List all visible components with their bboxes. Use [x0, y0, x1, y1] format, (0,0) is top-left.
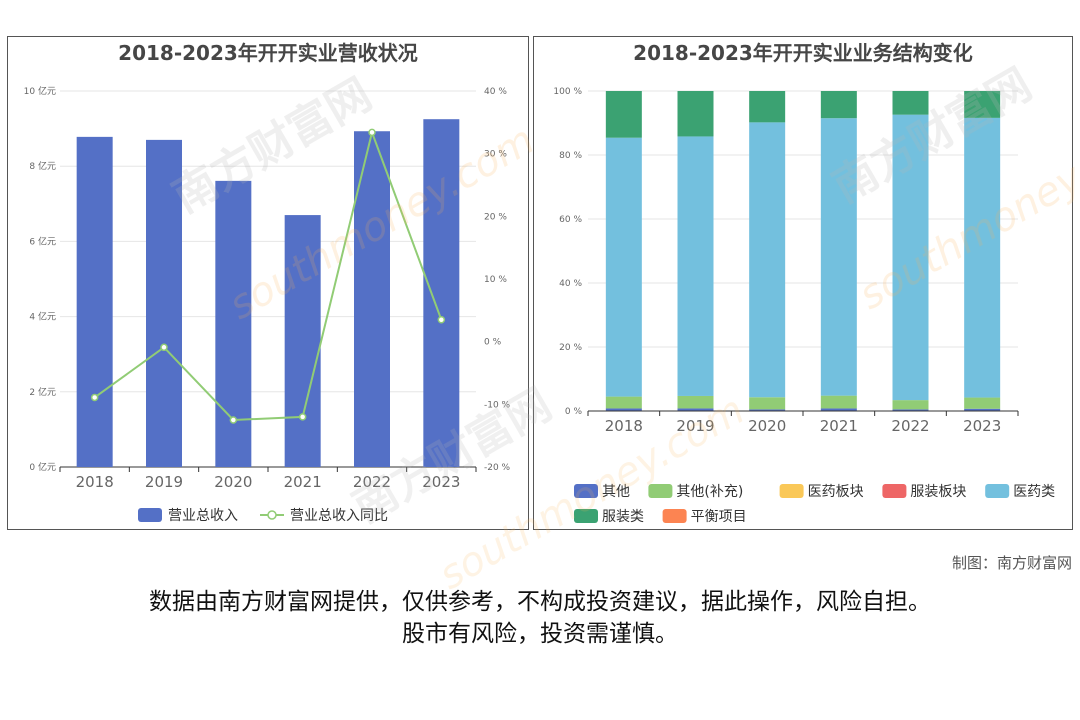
x-tick-label: 2022: [353, 473, 391, 491]
y-right-tick-label: 10 %: [484, 275, 507, 285]
legend-swatch: [985, 484, 1010, 498]
yoy-point: [437, 315, 446, 324]
x-tick-label: 2021: [820, 417, 858, 435]
y-left-tick-label: 8 亿元: [29, 160, 56, 172]
structure-bar-segment: [749, 397, 786, 410]
y-left-tick-label: 6 亿元: [29, 235, 56, 247]
structure-bar-segment: [820, 395, 857, 409]
yoy-point: [160, 343, 168, 352]
legend-label: 服装板块: [910, 484, 966, 500]
y-left-tick-label: 0 亿元: [29, 461, 56, 473]
y-right-tick-label: 20 %: [484, 212, 507, 222]
legend-label: 服装类: [602, 509, 644, 525]
x-tick-label: 2019: [676, 417, 714, 435]
x-tick-label: 2021: [284, 473, 322, 491]
legend-swatch: [574, 509, 598, 523]
chart-credit: 制图：南方财富网: [951, 554, 1072, 572]
structure-bar-segment: [749, 122, 786, 398]
y-tick-label: 80 %: [559, 151, 582, 161]
x-tick-label: 2020: [748, 417, 786, 435]
yoy-point: [229, 416, 238, 424]
yoy-line: [94, 128, 443, 422]
revenue-bar: [423, 119, 460, 467]
y-left-tick-label: 4 亿元: [29, 311, 56, 323]
revenue-bar: [146, 139, 182, 467]
x-tick-label: 2022: [891, 417, 929, 435]
structure-bar-segment: [605, 408, 642, 411]
revenue-chart-panel: 2018-2023年开开实业营收状况 0 亿元 2 亿元 4 亿元 6 亿元 8 亿元 1…: [7, 36, 529, 530]
structure-bar-segment: [677, 408, 714, 411]
structure-bar-segment: [892, 409, 929, 411]
revenue-bar: [354, 131, 390, 467]
structure-bar-segment: [820, 408, 857, 411]
legend-swatch: [882, 484, 907, 498]
structure-bar-segment: [677, 91, 714, 137]
structure-bar-segment: [605, 91, 642, 138]
structure-bar-segment: [892, 91, 929, 115]
legend-swatch: [574, 484, 598, 498]
revenue-chart: 2018-2023年开开实业营收状况 0 亿元 2 亿元 4 亿元 6 亿元 8 亿元 1…: [24, 41, 511, 524]
legend-swatch-yoy-marker: [267, 510, 277, 520]
structure-chart: 2018-2023年开开实业业务结构变化 0 % 20 % 40 % 60 % 80 %…: [553, 41, 1055, 525]
structure-bar-segment: [820, 91, 857, 119]
x-tick-label: 2023: [963, 417, 1001, 435]
legend-label: 医药类: [1013, 484, 1055, 500]
yoy-point: [368, 128, 376, 137]
structure-bar-segment: [964, 91, 1001, 118]
y-right-tick-label: -10 %: [484, 400, 511, 410]
structure-bar-segment: [677, 136, 714, 396]
y-right-tick-label: 0 %: [484, 338, 502, 348]
structure-bar-segment: [892, 400, 929, 410]
y-tick-label: 0 %: [565, 407, 583, 417]
disclaimer-line-1: 数据由南方财富网提供，仅供参考，不构成投资建议，据此操作，风险自担。: [149, 589, 931, 615]
revenue-bar: [284, 215, 321, 467]
structure-bar-segment: [749, 409, 786, 411]
structure-bar-segment: [677, 395, 714, 409]
y-left-tick-label: 2 亿元: [29, 386, 56, 398]
x-tick-label: 2019: [145, 473, 183, 491]
legend-label-yoy: 营业总收入同比: [290, 508, 388, 524]
y-right-tick-label: 40 %: [484, 87, 507, 97]
legend-swatch: [662, 509, 687, 523]
y-tick-label: 100 %: [553, 87, 582, 97]
structure-bar-segment: [964, 397, 1001, 409]
structure-bar-segment: [605, 137, 642, 397]
revenue-bar: [76, 136, 113, 467]
yoy-point: [90, 393, 99, 402]
yoy-point: [298, 413, 307, 421]
legend-label: 其他: [602, 484, 630, 500]
structure-chart-panel: 2018-2023年开开实业业务结构变化 0 % 20 % 40 % 60 % 80 %…: [533, 36, 1073, 530]
y-left-tick-label: 10 亿元: [24, 85, 56, 97]
y-right-tick-label: -20 %: [484, 463, 511, 473]
legend-label-revenue: 营业总收入: [168, 508, 238, 524]
x-tick-label: 2020: [214, 473, 252, 491]
x-tick-label: 2018: [605, 417, 643, 435]
legend-label: 平衡项目: [691, 509, 747, 525]
structure-bar-segment: [749, 91, 786, 123]
y-tick-label: 60 %: [559, 215, 582, 225]
structure-bar-segment: [964, 117, 1001, 398]
legend-label: 医药板块: [808, 484, 864, 500]
structure-bar-segment: [820, 118, 857, 396]
revenue-bar: [215, 180, 252, 467]
legend-label: 其他(补充): [676, 484, 743, 500]
y-right-tick-label: 30 %: [484, 150, 507, 160]
x-tick-label: 2023: [422, 473, 460, 491]
legend-swatch-revenue: [138, 508, 162, 522]
disclaimer-line-2: 股市有风险，投资需谨慎。: [402, 621, 678, 647]
structure-bar-segment: [964, 408, 1001, 411]
structure-bar-segment: [892, 114, 929, 401]
legend-swatch: [648, 484, 673, 498]
y-tick-label: 40 %: [559, 279, 582, 289]
revenue-chart-title: 2018-2023年开开实业营收状况: [118, 41, 418, 65]
legend-swatch: [779, 484, 804, 498]
y-tick-label: 20 %: [559, 343, 582, 353]
x-tick-label: 2018: [76, 473, 114, 491]
structure-chart-title: 2018-2023年开开实业业务结构变化: [633, 41, 973, 65]
structure-bar-segment: [605, 396, 642, 409]
